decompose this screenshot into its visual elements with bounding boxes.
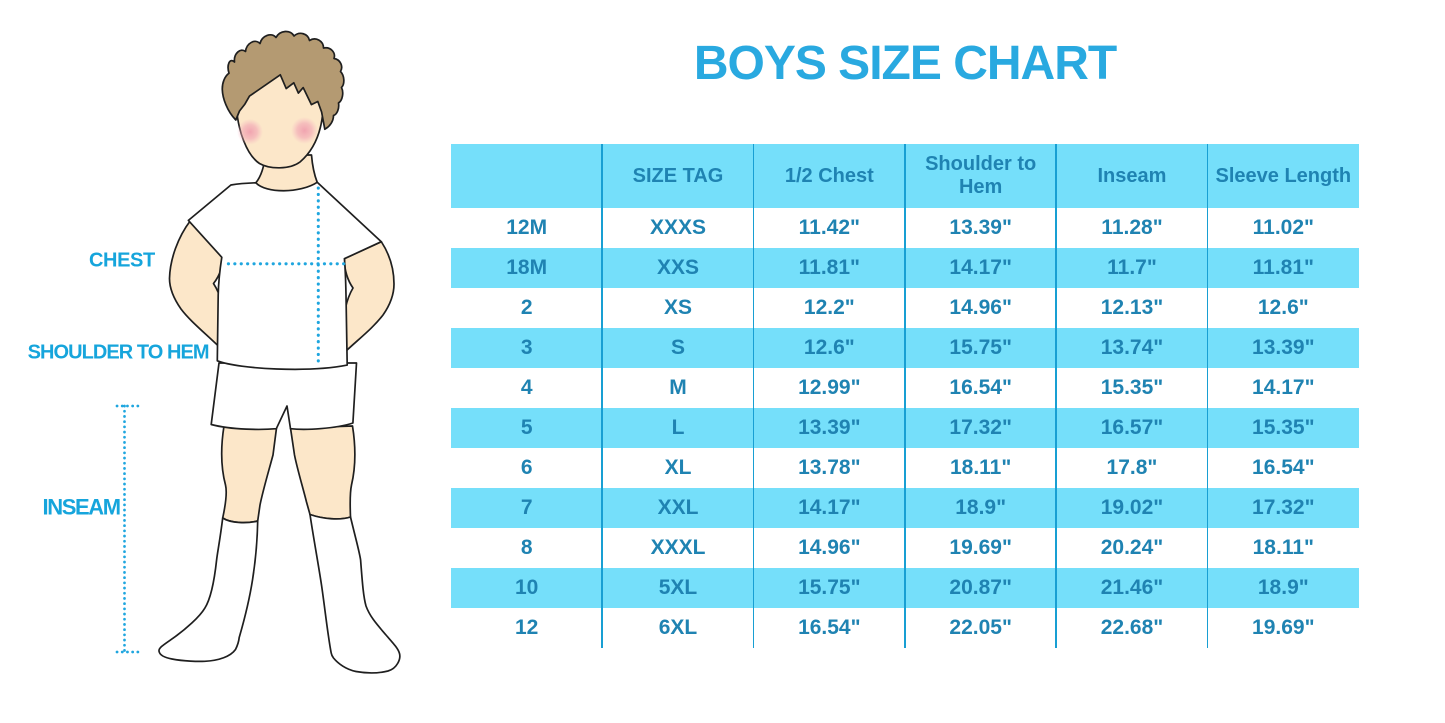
svg-text:CHEST: CHEST	[89, 250, 155, 272]
svg-text:INSEAM: INSEAM	[43, 495, 120, 520]
svg-text:SHOULDER TO HEM: SHOULDER TO HEM	[28, 342, 209, 364]
